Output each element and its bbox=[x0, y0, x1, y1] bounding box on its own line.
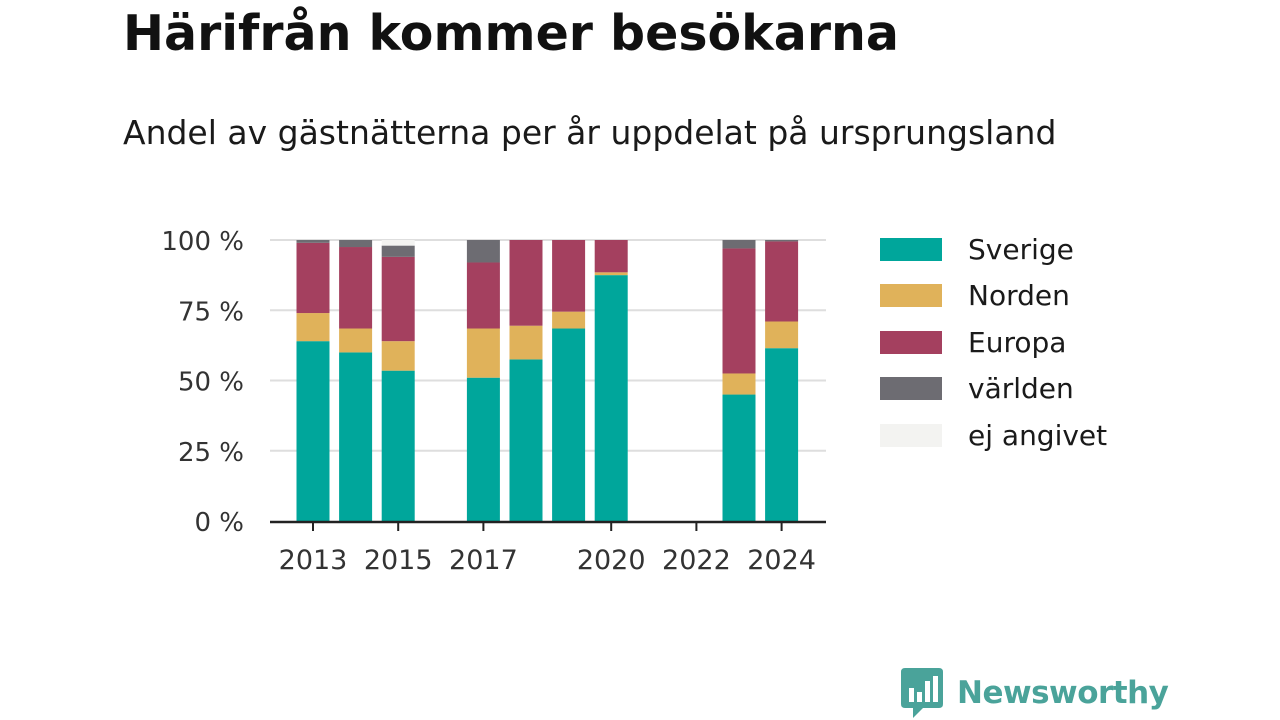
x-tick-label: 2015 bbox=[364, 545, 433, 576]
bar-segment bbox=[594, 240, 628, 273]
chart-title: Härifrån kommer besökarna bbox=[123, 5, 899, 62]
legend-item: ej angivet bbox=[880, 412, 1107, 459]
legend-label: ej angivet bbox=[968, 418, 1108, 452]
legend-label: Europa bbox=[968, 325, 1067, 359]
bar-segment bbox=[339, 247, 373, 329]
bar-segment bbox=[552, 311, 586, 329]
legend-swatch bbox=[880, 237, 942, 261]
axes: 0 % 25 % 50 % 75 % 100 % 2013 2015 2017 2020 2022… bbox=[161, 227, 826, 576]
bar-segment bbox=[552, 240, 586, 312]
bar-segment bbox=[296, 242, 330, 314]
bar-segment bbox=[722, 240, 756, 249]
bar-segment bbox=[466, 328, 500, 378]
bar-segment bbox=[509, 359, 543, 521]
bar-chart-speech-bubble-icon bbox=[901, 668, 943, 718]
bar-segment bbox=[381, 245, 415, 257]
legend-label: Norden bbox=[968, 279, 1070, 313]
legend-item: världen bbox=[880, 366, 1107, 413]
legend-swatch bbox=[880, 377, 942, 401]
x-tick-label: 2013 bbox=[279, 545, 348, 576]
bar-segment bbox=[296, 240, 330, 243]
legend-label: världen bbox=[968, 372, 1074, 406]
x-tick-label: 2022 bbox=[662, 545, 731, 576]
bar-segment bbox=[381, 341, 415, 371]
x-tick-label: 2024 bbox=[747, 545, 816, 576]
bar-segment bbox=[339, 328, 373, 353]
bar-segment bbox=[509, 240, 543, 326]
legend-item: Europa bbox=[880, 319, 1107, 366]
bar-segment bbox=[552, 328, 586, 521]
bar-segment bbox=[722, 373, 756, 395]
bar-segment bbox=[381, 240, 415, 246]
legend: Sverige Norden Europa världen ej angivet bbox=[880, 226, 1107, 459]
bar-segment bbox=[765, 240, 799, 242]
y-tick-label: 100 % bbox=[161, 227, 244, 257]
bar-segment bbox=[296, 313, 330, 342]
bar-segment bbox=[722, 248, 756, 374]
bar-segment bbox=[722, 394, 756, 521]
bar-segment bbox=[765, 348, 799, 521]
legend-item: Norden bbox=[880, 273, 1107, 320]
bar-segment bbox=[509, 325, 543, 360]
legend-swatch bbox=[880, 330, 942, 354]
bar-segment bbox=[296, 341, 330, 521]
bar-segment bbox=[765, 241, 799, 322]
brand: Newsworthy bbox=[901, 668, 1169, 718]
bar-segment bbox=[594, 272, 628, 276]
stacked-bar-chart: 0 % 25 % 50 % 75 % 100 % 2013 2015 2017 2020 2022… bbox=[161, 227, 826, 576]
bars bbox=[296, 240, 799, 521]
y-tick-label: 75 % bbox=[178, 297, 244, 327]
x-tick-label: 2020 bbox=[577, 545, 646, 576]
x-tick-label: 2017 bbox=[449, 545, 518, 576]
legend-swatch bbox=[880, 284, 942, 308]
brand-name: Newsworthy bbox=[957, 675, 1169, 711]
bar-segment bbox=[339, 352, 373, 521]
bar-segment bbox=[381, 256, 415, 342]
y-tick-label: 50 % bbox=[178, 368, 244, 398]
bar-segment bbox=[594, 275, 628, 521]
legend-label: Sverige bbox=[968, 232, 1074, 266]
bar-segment bbox=[381, 370, 415, 521]
y-tick-label: 25 % bbox=[178, 438, 244, 468]
y-tick-label: 0 % bbox=[194, 508, 244, 538]
legend-item: Sverige bbox=[880, 226, 1107, 273]
bar-segment bbox=[466, 377, 500, 521]
bar-segment bbox=[339, 240, 373, 248]
chart-subtitle: Andel av gästnätterna per år uppdelat på… bbox=[123, 113, 1057, 152]
legend-swatch bbox=[880, 423, 942, 447]
bar-segment bbox=[765, 321, 799, 349]
bar-segment bbox=[466, 262, 500, 329]
bar-segment bbox=[466, 240, 500, 263]
